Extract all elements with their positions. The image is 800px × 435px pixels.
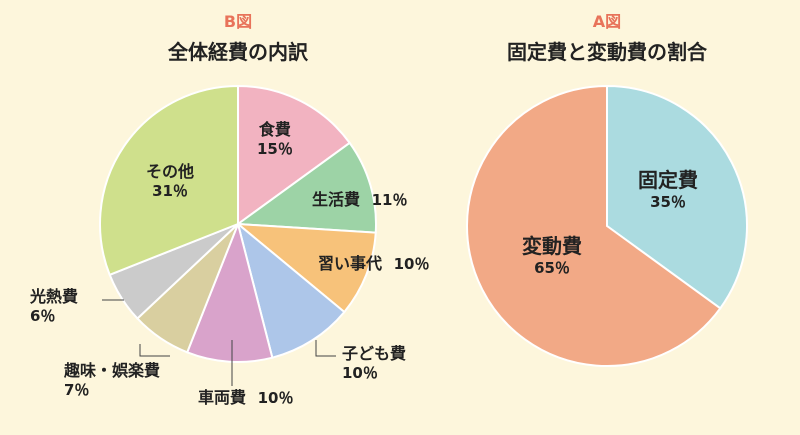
slice-name-hobby: 趣味・娯楽費 (64, 361, 161, 380)
slice-name-utilities: 光熱費 (30, 287, 79, 306)
slice-label-other: その他 31％ (146, 162, 194, 201)
slice-label-hobby: 趣味・娯楽費 7％ (64, 361, 160, 400)
slice-value-other: 31％ (152, 182, 188, 200)
slice-name-lessons: 習い事代 (318, 254, 383, 273)
slice-name-food: 食費 (258, 120, 291, 139)
slice-label-vehicle: 車両費 10％ (198, 388, 293, 408)
pie-slice-fixed (606, 84, 748, 310)
slice-value-hobby: 7％ (64, 381, 90, 399)
slice-label-children: 子ども費 10％ (342, 344, 406, 383)
slice-value-living: 11％ (371, 191, 408, 209)
chart-a-title: 固定費と変動費の割合 (507, 40, 707, 64)
slice-label-living: 生活費 11％ (312, 190, 407, 210)
slice-value-utilities: 6％ (30, 307, 56, 325)
slice-name-fixed: 固定費 (638, 168, 698, 192)
slice-label-variable: 変動費 65％ (522, 234, 582, 278)
pie-slice-variable (466, 84, 722, 367)
leader-line-children (315, 340, 336, 357)
slice-name-vehicle: 車両費 (198, 388, 247, 407)
chart-b-figure-label: B図 (223, 12, 253, 31)
slice-value-variable: 65％ (534, 259, 570, 277)
slice-label-food: 食費 15％ (257, 120, 293, 159)
slice-value-vehicle: 10％ (257, 389, 294, 407)
slice-label-utilities: 光熱費 6％ (30, 287, 78, 326)
pie-slice-living (235, 141, 377, 234)
slice-name-other: その他 (146, 162, 195, 181)
chart-b-title: 全体経費の内訳 (168, 40, 308, 64)
slice-name-children: 子ども費 (342, 344, 407, 363)
slice-value-children: 10％ (342, 364, 378, 382)
slice-name-living: 生活費 (312, 190, 361, 209)
pie-slice-food (237, 84, 352, 226)
slice-label-lessons: 習い事代 10％ (318, 254, 429, 274)
slice-name-variable: 変動費 (522, 234, 582, 258)
pie-slice-other (99, 84, 239, 277)
slice-value-food: 15％ (257, 140, 293, 158)
pie-slice-lessons (234, 222, 377, 314)
chart-a-figure-label: A図 (592, 12, 622, 31)
slice-label-fixed: 固定費 35％ (638, 168, 698, 212)
slice-value-lessons: 10％ (393, 255, 430, 273)
pie-slice-vehicle (185, 220, 274, 363)
leader-line-hobby (139, 344, 170, 357)
slice-value-fixed: 35％ (650, 193, 686, 211)
